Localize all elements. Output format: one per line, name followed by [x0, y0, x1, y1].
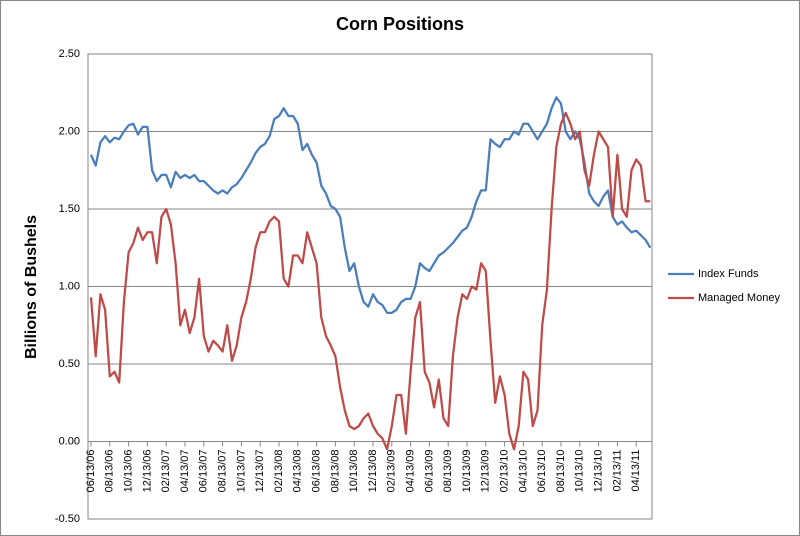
x-tick-label: 12/13/06 — [141, 450, 153, 493]
x-tick-label: 02/13/10 — [499, 449, 511, 492]
x-tick-label: 10/13/07 — [235, 450, 247, 493]
series-line — [89, 96, 652, 314]
x-tick-label: 02/13/07 — [160, 450, 172, 493]
x-tick-label: 06/13/10 — [536, 450, 548, 493]
x-tick-label: 06/13/07 — [198, 450, 210, 493]
x-tick-label: 06/13/06 — [85, 450, 97, 493]
legend-label: Managed Money — [698, 292, 780, 304]
x-tick-label: 08/13/06 — [104, 450, 116, 493]
x-tick-label: 02/13/08 — [273, 450, 285, 493]
x-tick-label: 10/13/09 — [461, 450, 473, 493]
y-tick-label: 2.50 — [59, 48, 80, 60]
x-tick-label: 04/13/11 — [630, 450, 642, 492]
x-tick-label: 10/13/06 — [123, 450, 135, 493]
y-tick-label: 2.00 — [59, 125, 80, 137]
x-tick-label: 06/13/08 — [311, 450, 323, 493]
x-tick-label: 04/13/10 — [517, 450, 529, 493]
series-line — [89, 111, 651, 451]
x-tick-label: 08/13/08 — [329, 450, 341, 493]
x-tick-label: 08/13/10 — [555, 450, 567, 493]
x-tick-label: 04/13/08 — [292, 450, 304, 493]
y-tick-label: 1.50 — [59, 203, 80, 215]
x-tick-label: 04/13/07 — [179, 450, 191, 493]
x-tick-label: 08/13/09 — [442, 450, 454, 493]
x-tick-label: 10/13/10 — [574, 450, 586, 493]
chart-title: Corn Positions — [336, 14, 464, 34]
x-tick-label: 12/13/09 — [480, 450, 492, 493]
x-tick-label: 02/13/11 — [611, 450, 623, 492]
legend-label: Index Funds — [698, 268, 759, 280]
y-tick-label: 1.00 — [59, 280, 80, 292]
x-tick-label: 06/13/09 — [423, 450, 435, 493]
y-tick-label: 0.00 — [59, 435, 80, 447]
y-axis-label: Billions of Bushels — [23, 215, 40, 359]
x-tick-label: 08/13/07 — [217, 450, 229, 493]
x-tick-label: 10/13/08 — [348, 450, 360, 493]
x-tick-label: 04/13/09 — [405, 450, 417, 493]
x-tick-label: 12/13/08 — [367, 450, 379, 493]
x-tick-label: 12/13/10 — [593, 450, 605, 493]
x-tick-label: 12/13/07 — [254, 450, 266, 493]
y-tick-label: -0.50 — [55, 513, 80, 525]
x-tick-label: 02/13/09 — [386, 450, 398, 493]
y-tick-label: 0.50 — [59, 358, 80, 370]
